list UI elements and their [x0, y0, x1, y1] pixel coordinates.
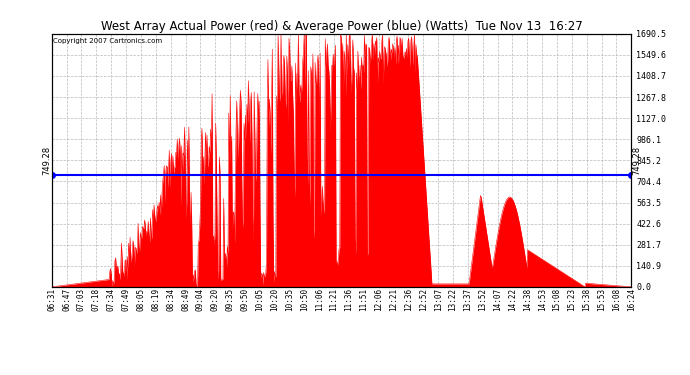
Text: 749.28: 749.28 [632, 146, 641, 175]
Title: West Array Actual Power (red) & Average Power (blue) (Watts)  Tue Nov 13  16:27: West Array Actual Power (red) & Average … [101, 20, 582, 33]
Text: Copyright 2007 Cartronics.com: Copyright 2007 Cartronics.com [53, 38, 162, 44]
Text: 749.28: 749.28 [42, 146, 51, 175]
